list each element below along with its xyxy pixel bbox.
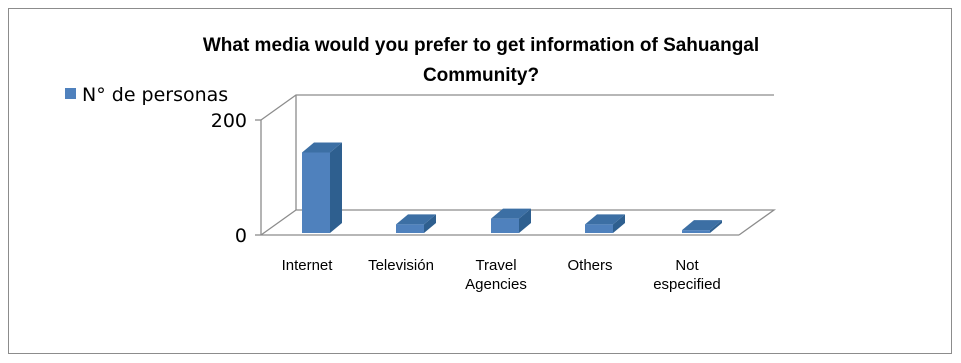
bar: [682, 220, 722, 233]
bar: [491, 208, 531, 233]
bar-front: [682, 230, 710, 233]
bar: [585, 214, 625, 233]
y-axis-ticks: 0 200: [211, 110, 247, 247]
bar: [396, 214, 436, 233]
bar-top: [396, 214, 436, 225]
bar-side: [330, 142, 342, 233]
bar-chart: What media would you prefer to get infor…: [65, 35, 777, 293]
bar-side: [613, 214, 625, 233]
bar-top: [585, 214, 625, 225]
back-wall-top: [260, 94, 774, 121]
bar-top: [491, 208, 531, 219]
bar-side: [519, 208, 531, 233]
bar-front: [302, 152, 330, 233]
bars: [302, 142, 722, 233]
plot-area: [255, 94, 777, 236]
x-tick-label: Internet: [282, 257, 334, 274]
x-tick-label: Not: [675, 257, 699, 274]
bar-front: [396, 224, 424, 233]
y-tick-label: 0: [235, 225, 247, 247]
x-axis-labels: Internet Televisión Travel Agencies Others No…: [282, 257, 721, 293]
x-tick-label: Travel: [475, 257, 516, 274]
x-tick-label: Agencies: [465, 276, 527, 293]
legend-label: N° de personas: [82, 84, 228, 106]
legend: N° de personas: [65, 84, 228, 106]
chart-frame: What media would you prefer to get infor…: [8, 8, 952, 354]
chart-title-line-2: Community?: [423, 65, 539, 86]
chart-title-line-1: What media would you prefer to get infor…: [203, 35, 759, 56]
x-tick-label: Televisión: [368, 257, 434, 274]
x-tick-label: Others: [567, 257, 612, 274]
bar: [302, 142, 342, 233]
floor-back: [260, 209, 777, 236]
bar-side: [424, 214, 436, 233]
bar-front: [585, 224, 613, 233]
bar-top: [302, 142, 342, 153]
bar-front: [491, 218, 519, 233]
y-tick-label: 200: [211, 110, 247, 132]
bar-side: [710, 220, 722, 233]
x-tick-label: especified: [653, 276, 721, 293]
bar-top: [682, 220, 722, 231]
legend-swatch: [65, 88, 76, 99]
chart-title: What media would you prefer to get infor…: [203, 35, 759, 86]
